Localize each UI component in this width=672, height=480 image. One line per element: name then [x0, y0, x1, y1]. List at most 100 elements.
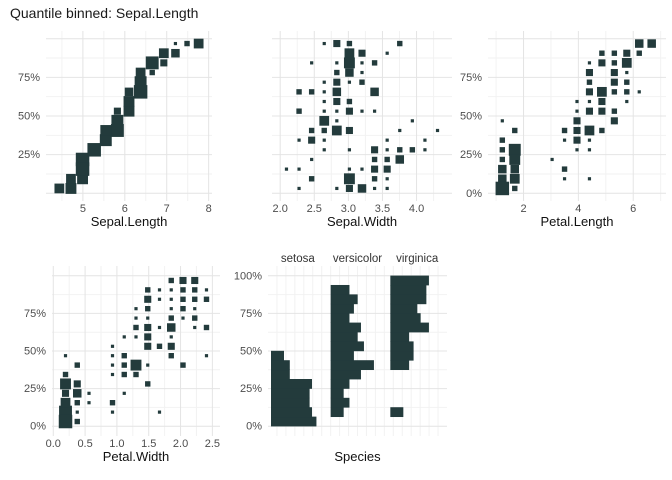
bin-square — [144, 295, 152, 303]
bin-square — [573, 117, 581, 125]
quantile-bar — [390, 350, 414, 361]
bin-square — [87, 401, 91, 405]
bin-square — [585, 107, 593, 115]
bin-square — [121, 362, 127, 368]
bin-square — [144, 342, 152, 350]
quantile-bar — [330, 303, 354, 314]
quantile-bars — [271, 275, 429, 427]
bin-square — [157, 288, 162, 292]
bin-square — [512, 185, 518, 192]
bin-square — [371, 146, 379, 154]
bin-square — [360, 70, 364, 75]
x-tick-label: 0.0 — [46, 438, 61, 450]
bin-square — [133, 85, 148, 99]
bin-square — [193, 325, 197, 330]
facet-strip-label: virginica — [396, 253, 439, 265]
bin-square — [322, 109, 326, 113]
quantile-bar — [330, 331, 358, 342]
bin-square — [599, 127, 605, 134]
quantile-bar — [330, 388, 344, 399]
bin-square — [100, 125, 112, 136]
x-axis-title: Sepal.Width — [327, 214, 397, 229]
bin-square — [611, 60, 618, 66]
quantile-bar — [390, 331, 410, 342]
quantile-bar — [390, 303, 418, 314]
bin-square — [435, 128, 440, 133]
quantile-bar — [390, 322, 429, 333]
quantile-bar — [271, 350, 284, 361]
bin-square — [561, 166, 568, 172]
bin-square — [122, 335, 126, 339]
bin-square — [625, 99, 629, 104]
gridlines — [488, 31, 666, 201]
bin-square — [74, 362, 80, 368]
bin-square — [334, 69, 340, 76]
bin-square — [611, 50, 618, 56]
bin-square — [347, 80, 352, 84]
bin-square — [157, 297, 162, 301]
bin-square — [179, 276, 187, 285]
bin-square — [168, 353, 174, 359]
x-tick-label: 0.5 — [77, 438, 92, 450]
bin-square — [60, 378, 71, 390]
x-tick-label: 2.0 — [273, 203, 288, 215]
bin-square — [146, 316, 150, 320]
bin-square — [509, 173, 520, 184]
bin-square — [597, 86, 607, 97]
x-axis-title: Petal.Width — [103, 449, 169, 464]
y-tick-label: 75% — [18, 72, 40, 84]
bin-square — [636, 50, 642, 56]
y-tick-label: 0% — [30, 421, 46, 433]
bin-square — [110, 344, 115, 348]
bin-square — [610, 78, 618, 86]
bin-square — [345, 107, 353, 115]
bin-square — [585, 68, 593, 77]
bin-square — [192, 296, 198, 302]
bin-square — [383, 165, 391, 173]
bin-square — [62, 371, 69, 378]
bin-square — [321, 127, 327, 134]
bin-square — [322, 148, 326, 152]
y-tick-label: 0% — [246, 421, 262, 433]
x-tick-label: 2 — [520, 203, 526, 215]
y-tick-label: 25% — [18, 149, 40, 161]
gridlines — [272, 31, 452, 201]
bin-square — [587, 138, 592, 142]
bin-square — [647, 39, 656, 48]
bin-square — [610, 68, 618, 77]
bin-square — [123, 105, 135, 117]
bin-square — [65, 183, 77, 194]
panel-species: setosa versicolor virginica 0% 25% 50% 75% 100%… — [234, 253, 447, 464]
bin-square — [145, 287, 151, 293]
bin-square — [624, 79, 630, 85]
bin-square — [296, 108, 302, 114]
bin-square — [587, 148, 592, 152]
quantile-bar — [330, 322, 361, 333]
bin-square — [297, 186, 301, 191]
y-tick-label: 50% — [18, 111, 40, 123]
bin-square — [385, 138, 389, 142]
y-tick-label: 75% — [460, 72, 482, 84]
x-tick-label: 3.0 — [341, 203, 356, 215]
bin-square — [134, 335, 138, 339]
quantile-bar — [390, 360, 410, 371]
quantile-bar — [271, 388, 310, 399]
panel-sepal-length: 5 6 7 8 25% 50% 75% Sepal.Length — [18, 31, 212, 229]
bin-square — [371, 176, 378, 182]
quantile-bar — [390, 341, 414, 352]
bin-square — [573, 126, 581, 135]
quantile-bar — [390, 294, 427, 305]
bin-square — [575, 109, 579, 113]
quantile-bar — [330, 341, 364, 352]
bin-square — [409, 147, 416, 153]
bin-square — [598, 59, 606, 67]
bin-square — [144, 323, 152, 332]
bin-squares — [58, 276, 210, 429]
bin-square — [134, 316, 138, 320]
bin-square — [110, 410, 115, 414]
bin-square — [346, 40, 353, 47]
x-tick-label: 8 — [206, 203, 212, 215]
bin-square — [561, 127, 568, 134]
bin-square — [203, 324, 210, 331]
bin-square — [135, 67, 146, 78]
